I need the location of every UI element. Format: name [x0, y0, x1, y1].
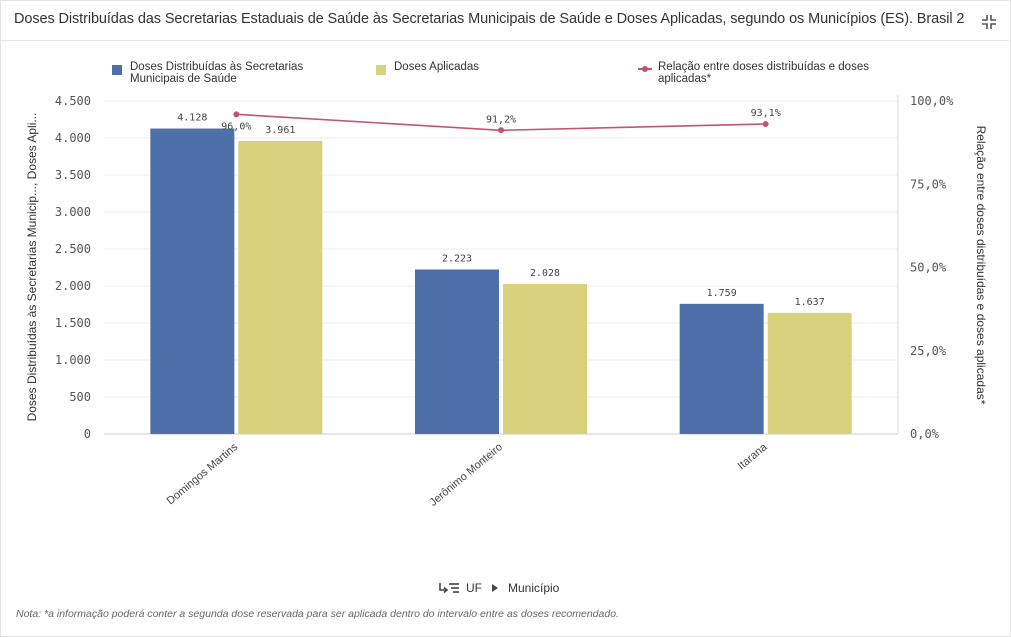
legend-label: Relação entre doses distribuídas e doses…: [658, 61, 869, 85]
bar: [503, 283, 587, 434]
bar: [679, 303, 764, 434]
legend-item-doses-distribuidas[interactable]: Doses Distribuídas às Secretarias Munici…: [112, 61, 342, 85]
grid-lines: [104, 95, 899, 435]
line-point: [762, 120, 769, 127]
y-left-tick-label: 3.500: [55, 168, 91, 182]
y-left-tick-label: 2.000: [55, 279, 91, 293]
y-left-tick-label: 4.500: [55, 94, 91, 108]
line-data-label: 96,0%: [221, 121, 251, 132]
x-axis-categories: Domingos Martins Jerônimo Monteiro Itarana: [165, 441, 771, 509]
combo-chart: 0 500 1.000 1.500 2.000 2.500 3.000 3.500 4.000 4…: [55, 94, 954, 509]
bar-data-label: 2.028: [530, 268, 560, 279]
y-left-tick-label: 4.000: [55, 131, 91, 145]
footnote: Nota: *a informação poderá conter a segu…: [16, 608, 619, 620]
legend-swatch: [376, 65, 386, 75]
legend-label: Doses Aplicadas: [394, 61, 480, 73]
drill-level-uf[interactable]: UF: [466, 581, 482, 595]
header-divider: [0, 40, 1009, 41]
y-left-tick-label: 500: [69, 390, 91, 404]
x-tick-label: Itarana: [736, 441, 771, 473]
bar-data-label: 4.128: [177, 113, 207, 124]
bar: [238, 140, 323, 435]
collapse-icon[interactable]: [979, 12, 999, 32]
legend-line-marker: [638, 64, 652, 74]
y-right-tick-label: 0,0%: [910, 427, 940, 441]
y-right-tick-label: 75,0%: [910, 177, 947, 191]
y-left-tick-label: 1.000: [55, 353, 91, 367]
chevron-right-icon: [492, 584, 498, 592]
bar-data-label: 2.223: [442, 253, 472, 264]
x-tick-label: Domingos Martins: [165, 441, 241, 507]
y-left-tick-label: 3.000: [55, 205, 91, 219]
x-tick-label: Jerônimo Monteiro: [427, 441, 504, 509]
line-data-label: 93,1%: [751, 108, 781, 119]
line-point: [498, 127, 504, 134]
legend-label: Doses Distribuídas às Secretarias Munici…: [130, 61, 304, 85]
y-left-tick-label: 0: [84, 427, 91, 441]
bars: [150, 128, 852, 435]
bar-data-label: 1.759: [707, 288, 737, 299]
line-point: [233, 111, 240, 118]
drill-down-icon[interactable]: [438, 580, 460, 596]
bar: [767, 312, 852, 434]
y-right-tick-label: 25,0%: [910, 344, 947, 358]
drill-level-municipio[interactable]: Município: [508, 581, 560, 595]
y-right-tick-label: 50,0%: [910, 261, 947, 275]
bar-data-label: 1.637: [795, 297, 825, 308]
legend-swatch: [112, 65, 122, 75]
y-left-tick-label: 2.500: [55, 242, 91, 256]
y-axis-left-ticks: 0 500 1.000 1.500 2.000 2.500 3.000 3.500 4.000 4…: [55, 94, 91, 441]
chart-title: Doses Distribuídas das Secretarias Estad…: [14, 11, 964, 27]
y-left-tick-label: 1.500: [55, 316, 91, 330]
legend-item-relacao[interactable]: Relação entre doses distribuídas e doses…: [638, 61, 888, 85]
line-data-label: 91,2%: [486, 114, 516, 125]
y-right-tick-label: 100,0%: [910, 94, 954, 108]
y-axis-right-ticks: 0,0% 25,0% 50,0% 75,0% 100,0%: [910, 94, 954, 441]
drill-breadcrumb: UF Município: [438, 580, 559, 596]
ratio-line: [233, 111, 769, 134]
data-labels: 4.128 3.961 2.223 2.028 1.759 1.637 96,0% 91,2%…: [177, 108, 824, 308]
bar: [150, 128, 235, 434]
bar-data-label: 3.961: [265, 125, 295, 136]
legend-item-doses-aplicadas[interactable]: Doses Aplicadas: [376, 61, 576, 75]
bar: [415, 269, 499, 434]
